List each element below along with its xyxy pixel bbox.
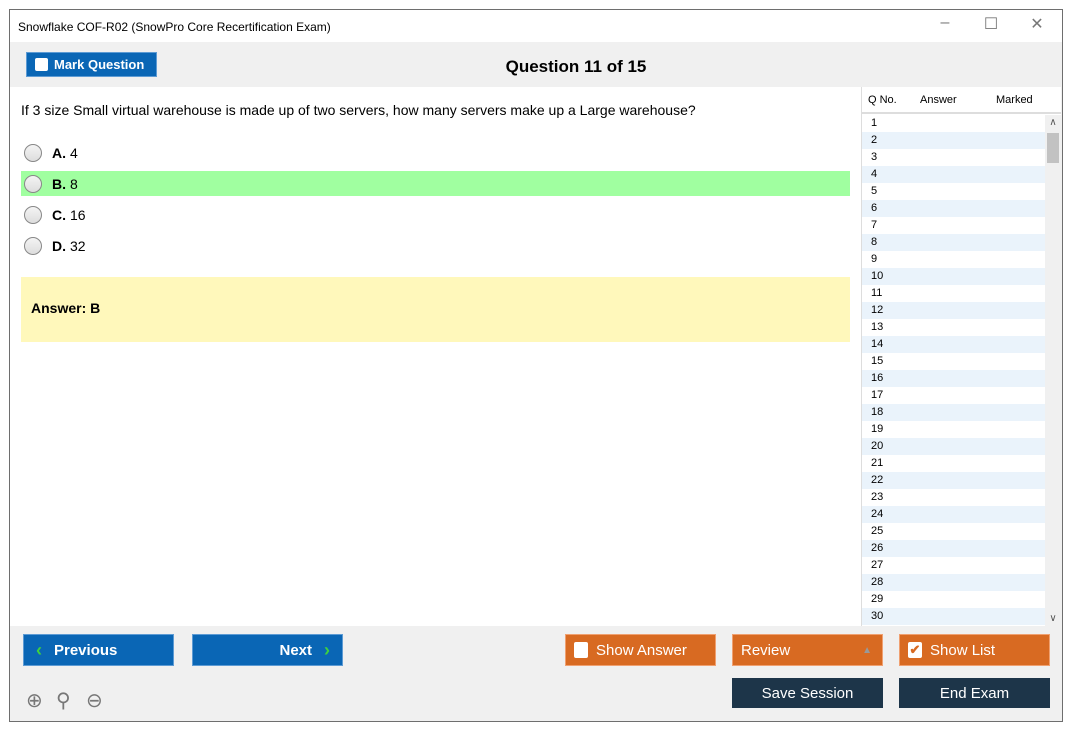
option-letter: C. bbox=[52, 206, 66, 223]
radio-button[interactable] bbox=[24, 205, 42, 224]
save-session-button[interactable]: Save Session bbox=[732, 678, 883, 708]
toolbar: Mark Question Question 11 of 15 bbox=[10, 42, 1062, 87]
option-text: 16 bbox=[70, 206, 86, 223]
next-label: Next bbox=[279, 641, 312, 659]
question-title: Question 11 of 15 bbox=[505, 57, 647, 76]
list-row[interactable]: 1 bbox=[871, 117, 878, 129]
maximize-button[interactable]: ☐ bbox=[983, 16, 999, 33]
list-row[interactable]: 8 bbox=[862, 234, 1045, 251]
list-row[interactable]: 10 bbox=[862, 268, 1045, 285]
radio-button[interactable] bbox=[24, 236, 42, 255]
mark-question-button[interactable]: Mark Question bbox=[26, 52, 157, 77]
option-c[interactable]: C. 16 bbox=[21, 202, 850, 227]
list-row[interactable]: 14 bbox=[862, 336, 1045, 353]
list-row[interactable]: 26 bbox=[862, 540, 1045, 557]
list-header: Q No. Answer Marked bbox=[862, 87, 1061, 114]
show-list-button[interactable]: ✔ Show List bbox=[899, 634, 1050, 666]
scrollbar[interactable]: ∧ ∨ bbox=[1045, 115, 1061, 626]
scroll-down-icon[interactable]: ∨ bbox=[1049, 613, 1057, 624]
answer-box: Answer: B bbox=[21, 277, 850, 342]
list-row[interactable]: 28 bbox=[862, 574, 1045, 591]
chevron-left-icon: ‹ bbox=[36, 639, 42, 660]
window-title: Snowflake COF-R02 (SnowPro Core Recertif… bbox=[18, 20, 331, 34]
review-label: Review bbox=[741, 641, 791, 659]
scrollbar-thumb[interactable] bbox=[1047, 133, 1059, 163]
list-row[interactable]: 16 bbox=[862, 370, 1045, 387]
list-row[interactable]: 19 bbox=[871, 423, 884, 435]
list-row[interactable]: 24 bbox=[862, 506, 1045, 523]
minimize-button[interactable]: – bbox=[940, 14, 950, 31]
header-answer[interactable]: Answer bbox=[920, 93, 957, 106]
radio-button[interactable] bbox=[24, 143, 42, 162]
scroll-up-icon[interactable]: ∧ bbox=[1049, 117, 1057, 128]
list-row[interactable]: 3 bbox=[871, 151, 878, 163]
option-b[interactable]: B. 8 bbox=[21, 171, 850, 196]
list-row[interactable]: 22 bbox=[862, 472, 1045, 489]
list-row[interactable]: 7 bbox=[871, 219, 878, 231]
question-list: Q No. Answer Marked 1 2 3 4 5 6 7 8 9 10 11 12 13 14 1… bbox=[861, 87, 1061, 626]
header-marked[interactable]: Marked bbox=[996, 93, 1033, 106]
caret-up-icon: ▲ bbox=[862, 644, 872, 656]
list-row[interactable]: 9 bbox=[871, 253, 878, 265]
list-row[interactable]: 5 bbox=[871, 185, 878, 197]
show-answer-button[interactable]: Show Answer bbox=[565, 634, 716, 666]
list-row[interactable]: 11 bbox=[871, 287, 883, 299]
list-row[interactable]: 27 bbox=[871, 559, 884, 571]
chevron-right-icon: › bbox=[324, 639, 330, 660]
list-row[interactable]: 25 bbox=[871, 525, 884, 537]
list-row[interactable]: 29 bbox=[871, 593, 884, 605]
list-row[interactable]: 15 bbox=[871, 355, 884, 367]
review-dropdown[interactable]: Review ▲ bbox=[732, 634, 883, 666]
list-row[interactable]: 6 bbox=[862, 200, 1045, 217]
option-letter: A. bbox=[52, 144, 66, 161]
option-d[interactable]: D. 32 bbox=[21, 233, 850, 258]
zoom-in-icon[interactable]: ⊕ bbox=[26, 690, 43, 712]
question-text: If 3 size Small virtual warehouse is mad… bbox=[21, 102, 696, 118]
previous-label: Previous bbox=[54, 641, 118, 659]
end-exam-button[interactable]: End Exam bbox=[899, 678, 1050, 708]
list-row[interactable]: 4 bbox=[862, 166, 1045, 183]
option-letter: D. bbox=[52, 237, 66, 254]
checkbox-icon bbox=[574, 642, 588, 658]
list-row[interactable]: 21 bbox=[871, 457, 884, 469]
option-text: 4 bbox=[70, 144, 78, 161]
list-row[interactable]: 30 bbox=[862, 608, 1045, 625]
zoom-out-icon[interactable]: ⊖ bbox=[86, 690, 103, 712]
header-qno[interactable]: Q No. bbox=[868, 93, 897, 106]
list-row[interactable]: 18 bbox=[862, 404, 1045, 421]
app-window: Snowflake COF-R02 (SnowPro Core Recertif… bbox=[9, 9, 1063, 722]
list-row[interactable]: 13 bbox=[871, 321, 884, 333]
next-button[interactable]: Next › bbox=[192, 634, 343, 666]
list-row[interactable]: 2 bbox=[862, 132, 1045, 149]
mark-question-label: Mark Question bbox=[54, 57, 145, 72]
previous-button[interactable]: ‹ Previous bbox=[23, 634, 174, 666]
close-button[interactable]: ✕ bbox=[1030, 16, 1044, 33]
zoom-reset-icon[interactable]: ⚲ bbox=[56, 690, 71, 712]
list-row[interactable]: 17 bbox=[871, 389, 884, 401]
list-row[interactable]: 20 bbox=[862, 438, 1045, 455]
list-row[interactable]: 12 bbox=[862, 302, 1045, 319]
title-bar: Snowflake COF-R02 (SnowPro Core Recertif… bbox=[10, 10, 1062, 42]
option-letter: B. bbox=[52, 175, 66, 192]
option-text: 8 bbox=[70, 175, 78, 192]
list-row[interactable]: 23 bbox=[871, 491, 884, 503]
show-list-label: Show List bbox=[930, 641, 996, 659]
radio-button[interactable] bbox=[24, 174, 42, 193]
option-a[interactable]: A. 4 bbox=[21, 140, 850, 165]
show-answer-label: Show Answer bbox=[596, 641, 687, 659]
checkmark-icon: ✔ bbox=[908, 642, 922, 658]
question-panel: If 3 size Small virtual warehouse is mad… bbox=[10, 87, 861, 626]
option-text: 32 bbox=[70, 237, 86, 254]
checkbox-icon bbox=[35, 58, 48, 71]
